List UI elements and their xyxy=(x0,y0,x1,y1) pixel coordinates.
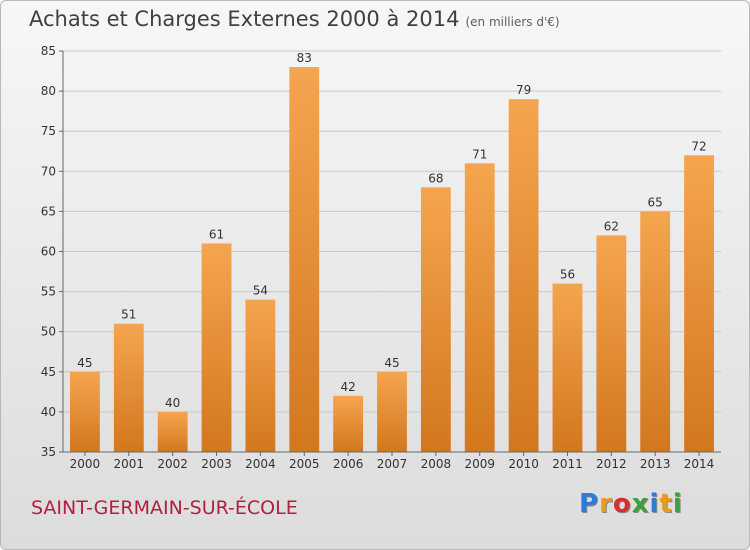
bar xyxy=(420,187,451,452)
data-label: 61 xyxy=(209,227,224,241)
y-tick-label: 60 xyxy=(41,245,56,259)
y-tick-label: 55 xyxy=(41,285,56,299)
bar xyxy=(552,283,583,452)
logo-letter: P xyxy=(579,489,600,519)
bar xyxy=(684,155,714,452)
y-tick-label: 40 xyxy=(41,405,56,419)
data-label: 45 xyxy=(77,356,92,370)
x-tick-label: 2008 xyxy=(421,457,452,471)
logo-letter: i xyxy=(649,489,660,519)
data-label: 51 xyxy=(121,308,136,322)
chart-title: Achats et Charges Externes 2000 à 2014 (e… xyxy=(29,7,560,31)
y-tick-label: 70 xyxy=(41,164,56,178)
bars xyxy=(70,67,714,453)
bar xyxy=(245,299,276,452)
data-label: 54 xyxy=(253,284,268,298)
y-tick-label: 35 xyxy=(41,445,56,459)
chart-subtitle: (en milliers d'€) xyxy=(465,15,560,29)
bar xyxy=(377,371,407,452)
bar xyxy=(596,235,627,452)
x-tick-label: 2002 xyxy=(157,457,188,471)
logo-letter: i xyxy=(672,489,683,519)
x-tick-label: 2010 xyxy=(508,457,539,471)
x-tick-label: 2000 xyxy=(70,457,101,471)
x-tick-label: 2005 xyxy=(289,457,320,471)
data-label: 79 xyxy=(516,83,531,97)
data-label: 72 xyxy=(691,139,706,153)
bar xyxy=(333,395,364,452)
commune-name: SAINT-GERMAIN-SUR-ÉCOLE xyxy=(31,497,298,519)
data-label: 83 xyxy=(297,51,312,65)
x-tick-label: 2013 xyxy=(640,457,671,471)
y-tick-label: 50 xyxy=(41,325,56,339)
y-tick-label: 75 xyxy=(41,124,56,138)
logo-letter: r xyxy=(599,489,613,519)
data-label: 65 xyxy=(648,195,663,209)
x-tick-label: 2004 xyxy=(245,457,276,471)
x-tick-label: 2012 xyxy=(596,457,627,471)
bar xyxy=(113,323,144,452)
y-tick-label: 80 xyxy=(41,84,56,98)
bar xyxy=(508,99,539,453)
x-tick-label: 2003 xyxy=(201,457,232,471)
bar xyxy=(70,371,100,452)
axes: 35 40 45 50 55 60 65 70 75 80 85 2000 2001 2002 2003 20… xyxy=(41,44,721,471)
bar xyxy=(157,411,188,452)
data-label: 45 xyxy=(384,356,399,370)
y-tick-label: 45 xyxy=(41,365,56,379)
data-label: 71 xyxy=(472,147,487,161)
labels: 45 51 40 61 54 83 42 45 68 71 79 56 62 65 72 xyxy=(77,51,706,410)
y-tick-label: 65 xyxy=(41,204,56,218)
x-tick-label: 2011 xyxy=(552,457,583,471)
data-label: 56 xyxy=(560,268,575,282)
title-text: Achats et Charges Externes 2000 à 2014 xyxy=(29,7,460,31)
x-tick-label: 2009 xyxy=(464,457,495,471)
bar xyxy=(201,243,232,452)
x-tick-label: 2006 xyxy=(333,457,364,471)
bar xyxy=(640,211,671,452)
data-label: 68 xyxy=(428,171,443,185)
bar xyxy=(464,163,495,452)
bar xyxy=(289,67,320,452)
data-label: 40 xyxy=(165,396,180,410)
logo-letter: x xyxy=(631,489,650,519)
proxiti-logo: Proxiti xyxy=(579,489,683,519)
x-tick-label: 2001 xyxy=(114,457,145,471)
data-label: 42 xyxy=(340,380,355,394)
x-tick-label: 2007 xyxy=(377,457,408,471)
logo-letter: t xyxy=(659,489,673,519)
y-tick-label: 85 xyxy=(41,44,56,58)
logo-letter: o xyxy=(612,489,632,519)
data-label: 62 xyxy=(604,219,619,233)
x-tick-label: 2014 xyxy=(684,457,715,471)
